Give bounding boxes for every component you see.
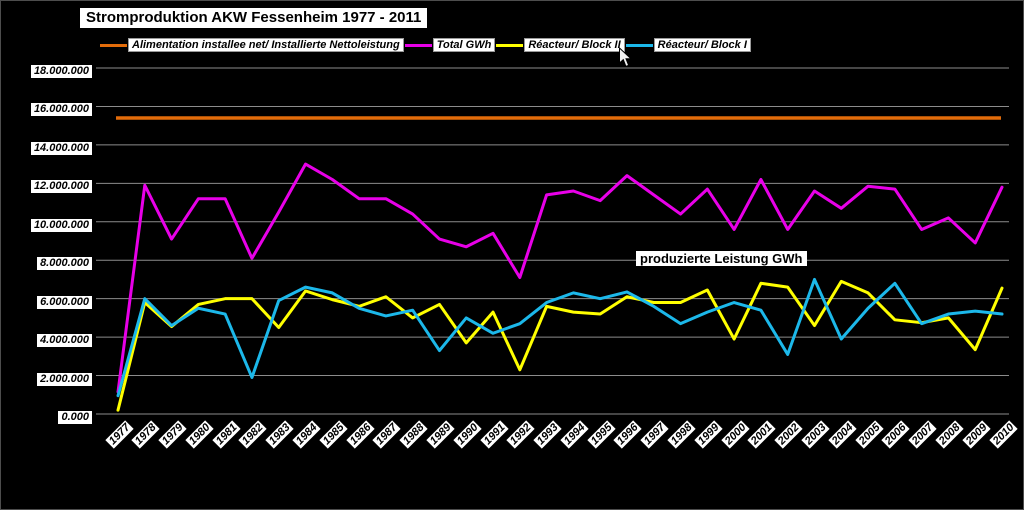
- legend-marker-alimentation-installee-net-installierte-nettoleistung: [100, 43, 127, 47]
- legend-marker-r-acteur-block-ii: [496, 43, 524, 47]
- legend-marker-r-acteur-block-i: [625, 43, 653, 47]
- y-axis-label: 12.000.000: [30, 176, 92, 194]
- chart-annotation: produzierte Leistung GWh: [636, 251, 807, 266]
- y-axis-label: 16.000.000: [30, 99, 92, 117]
- mouse-cursor-icon: [618, 46, 633, 74]
- legend: Alimentation installee net/ Installierte…: [99, 38, 751, 52]
- y-axis-label: 8.000.000: [37, 253, 92, 271]
- legend-label-total-gwh: Total GWh: [432, 38, 496, 52]
- legend-label-r-acteur-block-ii: Réacteur/ Block II: [524, 38, 625, 52]
- series-line-total-gwh: [116, 162, 1004, 394]
- series-line-r-acteur-block-ii: [116, 279, 1004, 412]
- legend-marker-total-gwh: [404, 43, 432, 47]
- y-axis-label: 6.000.000: [37, 292, 92, 310]
- series-line-r-acteur-block-i: [116, 277, 1004, 398]
- y-axis-label: 18.000.000: [30, 61, 92, 79]
- legend-label-r-acteur-block-i: Réacteur/ Block I: [653, 38, 751, 52]
- y-axis-label: 10.000.000: [30, 215, 92, 233]
- legend-label-alimentation-installee-net-installierte-nettoleistung: Alimentation installee net/ Installierte…: [128, 38, 404, 52]
- y-axis-label: 0.000: [58, 407, 92, 425]
- y-axis-label: 2.000.000: [37, 369, 92, 387]
- y-axis-label: 4.000.000: [37, 330, 92, 348]
- y-axis-label: 14.000.000: [30, 138, 92, 156]
- chart-title: Stromproduktion AKW Fessenheim 1977 - 20…: [79, 7, 429, 29]
